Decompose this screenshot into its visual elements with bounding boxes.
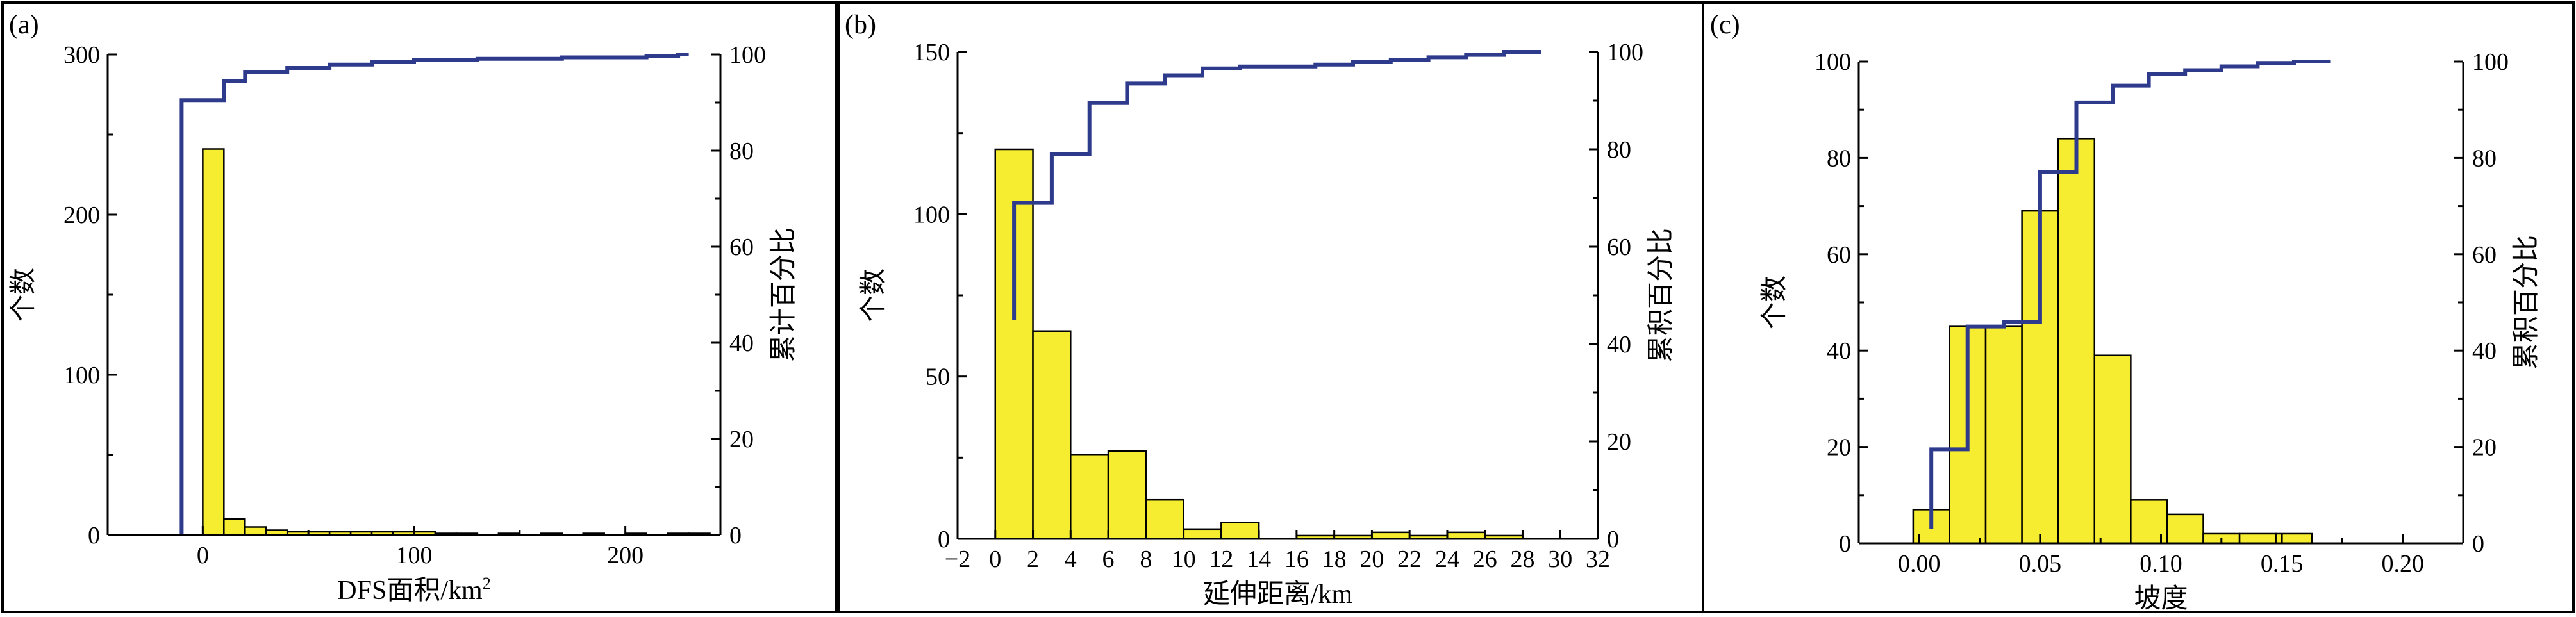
panel-label: (b) [845,10,876,40]
x-tick-label: 6 [1102,546,1115,573]
x-tick-label: 8 [1140,546,1152,573]
histogram-bar [2166,513,2204,545]
y2-tick-label: 0 [729,522,742,549]
x-tick-label: 26 [1473,546,1497,573]
histogram-bar [1371,531,1411,540]
y-tick-label: 0 [88,522,100,549]
x-tick-label: 0.10 [2140,550,2182,577]
histogram-bar [1032,330,1072,540]
y-axis-label: 个数 [859,268,888,322]
y-tick-label: 100 [913,201,950,228]
panel-label: (a) [9,10,39,40]
x-tick-label: 0.05 [2019,550,2062,577]
histogram-bar [1145,498,1184,540]
histogram-bar [202,148,225,536]
y-tick-label: 20 [1827,434,1851,461]
y2-tick-label: 100 [1607,39,1643,66]
y2-tick-label: 80 [1607,136,1631,163]
y2-tick-label: 80 [2472,145,2497,172]
y2-axis-label: 累计百分比 [769,227,799,362]
y2-tick-label: 80 [729,138,754,165]
y2-tick-label: 60 [729,234,754,261]
x-tick-label: 12 [1209,546,1233,573]
y2-tick-label: 40 [1607,331,1631,358]
y2-tick-label: 0 [2472,531,2484,557]
y2-tick-label: 20 [1607,429,1631,456]
x-tick-label: 14 [1247,546,1271,573]
histogram-bar [1984,325,2023,545]
y-tick-label: 0 [1839,531,1851,557]
y-tick-label: 100 [1815,49,1851,76]
y2-tick-label: 40 [2472,338,2497,365]
x-tick-label: 22 [1397,546,1422,573]
panel-b: (b)−2 0 2 4 6 8 10 12 14 16 18 20 22 24 26 28 30 32050100… [838,1,1704,613]
x-tick-label: 0.00 [1898,550,1941,577]
x-tick-label: 0.15 [2261,550,2304,577]
y2-tick-label: 60 [1607,234,1631,261]
histogram-bar [1070,454,1109,540]
cumulative-percentage-line [1012,50,1541,320]
histogram-bar [2238,532,2277,545]
x-tick-label: 18 [1322,546,1347,573]
histogram-bar [1107,450,1147,540]
x-tick-label: 10 [1172,546,1196,573]
x-tick-label: 28 [1510,546,1534,573]
y2-tick-label: 20 [2472,434,2497,461]
y-tick-label: 60 [1827,242,1851,268]
x-tick-label: 30 [1548,546,1572,573]
y2-axis-label: 累积百分比 [1647,228,1676,363]
y2-axis-label: 累积百分比 [2512,235,2541,370]
x-tick-label: 0 [197,542,209,569]
x-tick-label: 100 [396,542,433,569]
y-tick-label: 150 [913,39,950,66]
x-tick-label: 20 [1359,546,1384,573]
x-tick-label: 16 [1284,546,1309,573]
histogram-bar [1220,522,1260,540]
y-tick-label: 80 [1827,145,1851,172]
y-tick-label: 200 [63,202,100,229]
panel-label: (c) [1710,10,1740,40]
x-tick-label: 32 [1586,546,1610,573]
y2-tick-label: 20 [729,426,754,453]
histogram-bar [1183,528,1222,540]
y2-tick-label: 60 [2472,242,2497,268]
x-tick-label: 0.20 [2381,550,2424,577]
y-axis-label: 个数 [1760,276,1790,329]
y-axis-label: 个数 [9,268,38,322]
x-tick-label: 0 [989,546,1001,573]
histogram-bar [1446,531,1486,540]
cumulative-percentage-line [179,53,689,535]
x-tick-label: −2 [945,546,970,573]
x-axis-label: DFS面积/km2 [337,574,490,605]
x-axis-label: 坡度 [2134,584,2188,614]
panel-frame [838,1,1704,613]
x-tick-label: 4 [1065,546,1077,573]
x-axis-label: 延伸距离/km [1203,579,1353,609]
y-tick-label: 0 [938,526,950,553]
x-tick-label: 24 [1435,546,1459,573]
x-tick-label: 200 [607,542,644,569]
panel-a: (a) 0 100 200 0 100 200 300 0 20 40 60 80 100 DFS面积/km… [1,1,838,613]
histogram-bar [2057,138,2096,545]
histogram-bar [223,518,246,536]
panel-c: (c) 0.00 0.05 0.10 0.15 0.20 0 20 40 60 80 100 0 20 40… [1702,1,2575,614]
y-tick-label: 100 [63,362,100,389]
y-tick-label: 50 [926,364,950,391]
panel-frame [1,1,838,613]
y2-tick-label: 0 [1607,526,1619,553]
histogram-bar [244,526,267,536]
cumulative-percentage-line [1929,60,2331,529]
x-tick-label: 2 [1027,546,1039,573]
y2-tick-label: 40 [729,330,754,357]
histogram-bar [2093,354,2132,545]
panel-frame [1702,1,2575,613]
y-tick-label: 300 [63,42,100,69]
y2-tick-label: 100 [729,42,766,69]
y-tick-label: 40 [1827,338,1851,365]
y2-tick-label: 100 [2472,49,2509,76]
